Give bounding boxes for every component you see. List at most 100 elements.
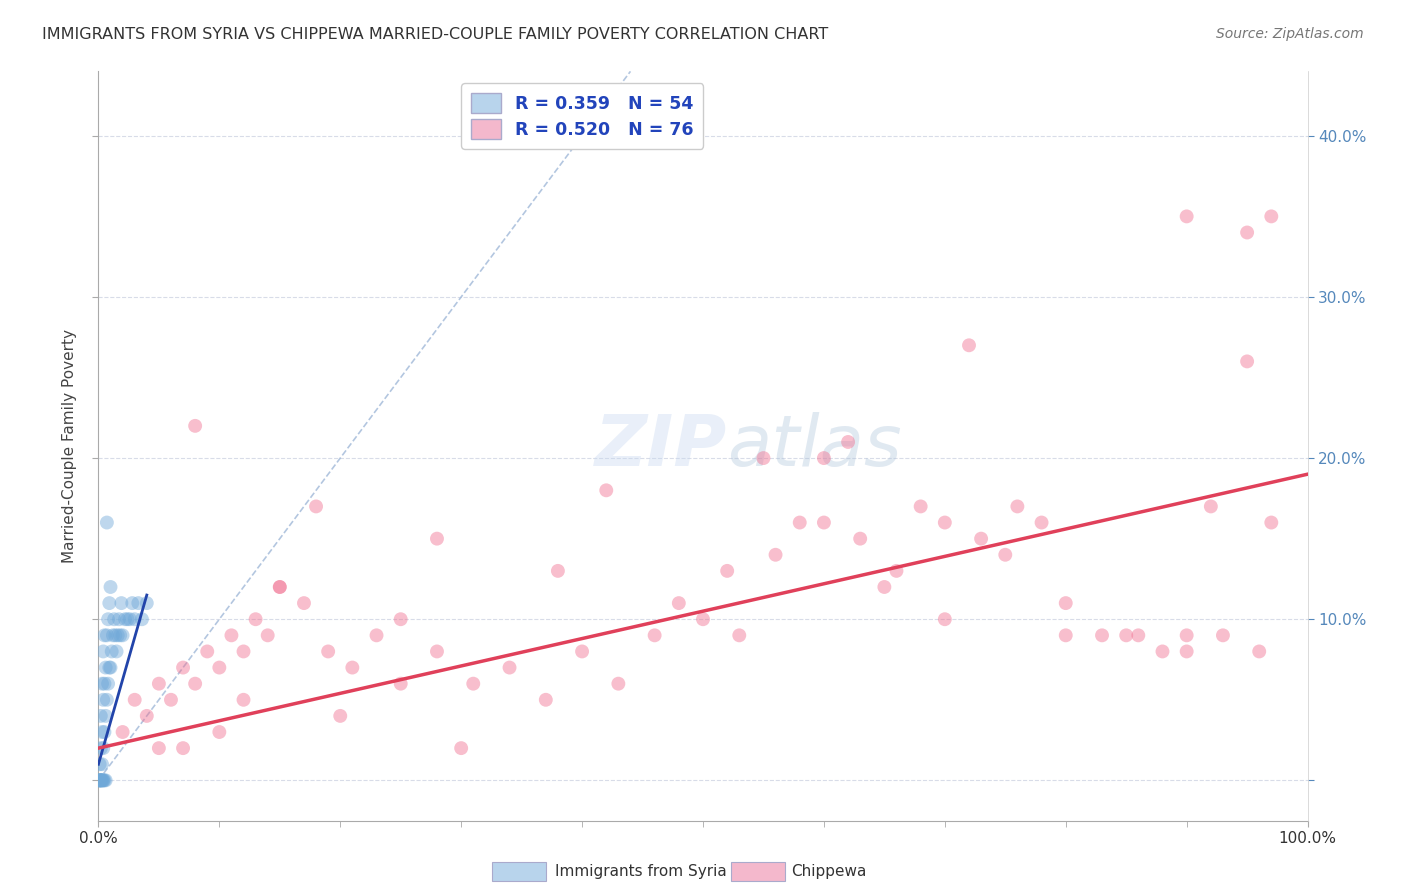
Y-axis label: Married-Couple Family Poverty: Married-Couple Family Poverty [62, 329, 77, 563]
Point [232, 644, 254, 658]
Point [94, 709, 117, 723]
Point [111, 725, 134, 739]
Point [849, 532, 872, 546]
Point [93, 628, 115, 642]
Point [93, 773, 115, 788]
Point [94, 660, 117, 674]
Point [135, 709, 157, 723]
Point [292, 596, 315, 610]
Point [172, 660, 194, 674]
Point [91, 773, 114, 788]
Point [100, 644, 122, 658]
Point [910, 500, 932, 514]
Point [934, 612, 956, 626]
Point [91, 773, 114, 788]
Point [1260, 210, 1282, 224]
Point [107, 628, 129, 642]
Point [813, 516, 835, 530]
Point [1236, 354, 1258, 368]
Point [232, 693, 254, 707]
Point [90, 709, 112, 723]
Point [389, 676, 412, 690]
Point [366, 628, 388, 642]
Point [329, 709, 352, 723]
Text: IMMIGRANTS FROM SYRIA VS CHIPPEWA MARRIED-COUPLE FAMILY POVERTY CORRELATION CHAR: IMMIGRANTS FROM SYRIA VS CHIPPEWA MARRIE… [42, 27, 828, 42]
Text: ZIP: ZIP [595, 411, 727, 481]
Point [90, 741, 112, 756]
Point [91, 644, 114, 658]
Point [117, 612, 139, 626]
Point [716, 564, 738, 578]
Point [1054, 596, 1077, 610]
Point [111, 628, 134, 642]
Point [305, 500, 328, 514]
Point [934, 516, 956, 530]
Text: Immigrants from Syria: Immigrants from Syria [555, 864, 727, 879]
Point [93, 725, 115, 739]
Point [89, 773, 111, 788]
Point [644, 628, 666, 642]
Point [957, 338, 980, 352]
Point [148, 676, 170, 690]
Point [90, 773, 112, 788]
Point [124, 612, 146, 626]
Point [124, 693, 146, 707]
Point [91, 693, 114, 707]
Point [96, 516, 118, 530]
Point [1236, 226, 1258, 240]
Point [1175, 628, 1198, 642]
Point [389, 612, 412, 626]
Point [1249, 644, 1271, 658]
Point [342, 660, 364, 674]
Point [256, 628, 278, 642]
Point [108, 612, 131, 626]
Point [1007, 500, 1029, 514]
Point [607, 676, 630, 690]
Point [269, 580, 291, 594]
Point [1031, 516, 1053, 530]
Point [148, 741, 170, 756]
Point [426, 644, 449, 658]
Point [728, 628, 751, 642]
Text: atlas: atlas [727, 411, 901, 481]
Point [208, 660, 231, 674]
Point [105, 644, 128, 658]
Point [89, 773, 111, 788]
Point [595, 483, 617, 498]
Point [837, 434, 859, 449]
Point [89, 773, 111, 788]
Point [450, 741, 472, 756]
Point [886, 564, 908, 578]
Text: Chippewa: Chippewa [792, 864, 868, 879]
Point [91, 773, 114, 788]
Point [91, 757, 114, 772]
Point [94, 773, 117, 788]
Point [98, 660, 121, 674]
Point [873, 580, 896, 594]
Point [90, 773, 112, 788]
Point [97, 676, 120, 690]
Point [96, 693, 118, 707]
Point [208, 725, 231, 739]
Point [970, 532, 993, 546]
Point [97, 612, 120, 626]
Point [131, 612, 153, 626]
Point [195, 644, 218, 658]
Point [1128, 628, 1150, 642]
Point [91, 773, 114, 788]
Point [89, 773, 111, 788]
Point [245, 612, 267, 626]
Point [108, 628, 131, 642]
Point [91, 676, 114, 690]
Text: Source: ZipAtlas.com: Source: ZipAtlas.com [1216, 27, 1364, 41]
Point [135, 596, 157, 610]
Point [96, 628, 118, 642]
Legend: R = 0.359   N = 54, R = 0.520   N = 76: R = 0.359 N = 54, R = 0.520 N = 76 [461, 84, 703, 149]
Point [90, 773, 112, 788]
Point [91, 741, 114, 756]
Point [269, 580, 291, 594]
Point [692, 612, 714, 626]
Point [752, 451, 775, 466]
Point [121, 596, 143, 610]
Point [221, 628, 243, 642]
